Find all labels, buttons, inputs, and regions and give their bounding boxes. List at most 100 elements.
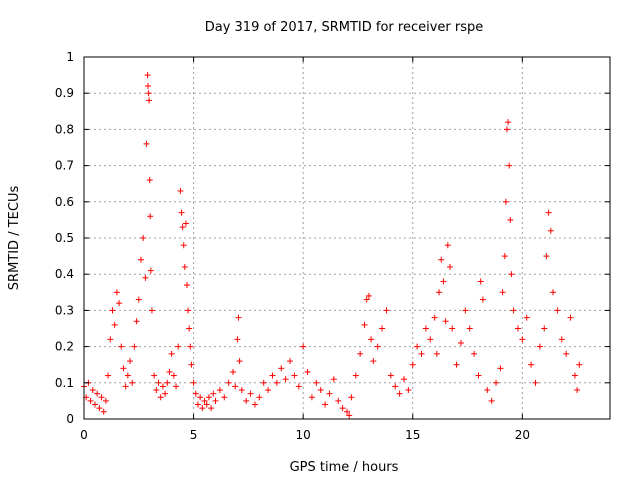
data-point (144, 72, 151, 79)
data-point (431, 314, 438, 321)
data-point (519, 336, 526, 343)
data-point (107, 336, 114, 343)
data-point (175, 343, 182, 350)
data-point (444, 242, 451, 249)
data-point (201, 397, 208, 404)
data-point (574, 387, 581, 394)
data-point (131, 343, 138, 350)
data-point (153, 387, 160, 394)
x-tick-labels: 0 5 10 15 20 (80, 428, 530, 442)
data-point (147, 213, 154, 220)
data-point (208, 405, 215, 412)
data-point (387, 372, 394, 379)
data-point (488, 397, 495, 404)
data-point (194, 401, 201, 408)
data-point (87, 397, 94, 404)
data-point (427, 336, 434, 343)
data-point (287, 358, 294, 365)
data-point (346, 412, 353, 419)
data-point (508, 271, 515, 278)
data-point (147, 267, 154, 274)
data-point (177, 187, 184, 194)
data-point (120, 365, 127, 372)
data-point (322, 401, 329, 408)
data-point (133, 318, 140, 325)
data-point (510, 307, 517, 314)
y-tick-label: 0.1 (55, 376, 74, 390)
data-point (232, 383, 239, 390)
y-tick-label: 0.4 (55, 267, 74, 281)
data-point (357, 350, 364, 357)
data-point (554, 307, 561, 314)
data-point (230, 368, 237, 375)
data-point (187, 343, 194, 350)
data-point (471, 350, 478, 357)
data-point (576, 361, 583, 368)
data-point (440, 278, 447, 285)
data-point (507, 216, 514, 223)
data-point (118, 343, 125, 350)
data-point (145, 90, 152, 97)
data-point (238, 387, 245, 394)
grid-lines (84, 57, 610, 419)
y-tick-label: 0.5 (55, 231, 74, 245)
data-point (571, 372, 578, 379)
data-points (81, 72, 583, 419)
data-point (256, 394, 263, 401)
y-tick-label: 0.9 (55, 86, 74, 100)
data-point (400, 376, 407, 383)
data-point (129, 379, 136, 386)
data-point (414, 343, 421, 350)
data-point (89, 387, 96, 394)
data-point (300, 343, 307, 350)
data-point (392, 383, 399, 390)
data-point (339, 405, 346, 412)
data-point (173, 383, 180, 390)
data-point (166, 368, 173, 375)
data-point (505, 119, 512, 126)
data-point (278, 365, 285, 372)
data-point (499, 289, 506, 296)
data-point (326, 390, 333, 397)
data-point (462, 307, 469, 314)
data-point (479, 296, 486, 303)
y-axis-label: SRMTID / TECUs (7, 186, 22, 291)
data-point (122, 383, 129, 390)
y-tick-label: 0 (66, 412, 74, 426)
data-point (308, 394, 315, 401)
data-point (188, 361, 195, 368)
data-point (368, 336, 375, 343)
data-point (162, 390, 169, 397)
data-point (449, 325, 456, 332)
data-point (185, 307, 192, 314)
data-point (304, 368, 311, 375)
y-tick-label: 0.6 (55, 195, 74, 209)
data-point (567, 314, 574, 321)
data-point (282, 376, 289, 383)
data-point (190, 379, 197, 386)
data-point (352, 372, 359, 379)
data-point (543, 253, 550, 260)
data-point (205, 394, 212, 401)
data-point (363, 296, 370, 303)
data-point (144, 82, 151, 89)
data-point (178, 209, 185, 216)
x-tick-label: 10 (296, 428, 311, 442)
data-point (291, 372, 298, 379)
data-point (94, 390, 101, 397)
data-point (514, 325, 521, 332)
data-point (383, 307, 390, 314)
data-point (348, 394, 355, 401)
data-point (137, 256, 144, 263)
data-point (247, 390, 254, 397)
data-point (186, 325, 193, 332)
data-point (260, 379, 267, 386)
data-point (370, 358, 377, 365)
data-point (295, 383, 302, 390)
data-point (100, 408, 107, 415)
data-point (210, 390, 217, 397)
data-point (216, 387, 223, 394)
data-point (143, 140, 150, 147)
data-point (251, 401, 258, 408)
